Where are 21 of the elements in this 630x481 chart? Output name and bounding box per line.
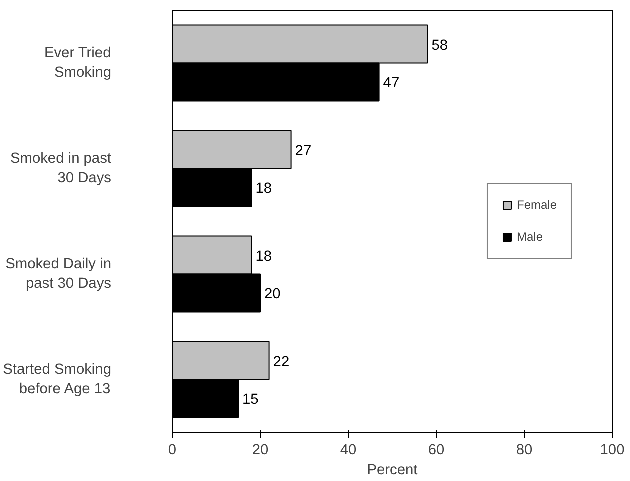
data-label: 58 <box>432 38 448 54</box>
data-label: 20 <box>264 286 281 303</box>
x-tick-label: 0 <box>168 442 177 458</box>
y-tick-label: Started Smoking before Age 13 <box>3 362 112 398</box>
x-tick-label: 80 <box>516 442 533 458</box>
data-label: 22 <box>273 354 290 370</box>
x-tick-label: 60 <box>428 442 445 458</box>
data-label: 15 <box>242 392 259 408</box>
y-tick-label: Smoked Daily in past 30 Days <box>6 256 112 292</box>
data-label: 27 <box>295 143 312 160</box>
x-tick-label: 20 <box>252 442 269 458</box>
legend-label: Male <box>516 230 543 244</box>
data-label: 18 <box>256 181 272 198</box>
y-tick-label: Smoked in past 30 Days <box>10 151 112 186</box>
data-label: 47 <box>383 76 400 92</box>
data-label: 18 <box>256 248 272 265</box>
legend-label: Female <box>516 198 557 212</box>
x-tick-label: 40 <box>340 442 357 458</box>
y-tick-label: Ever Tried Smoking <box>44 46 112 81</box>
x-tick-label: 100 <box>600 442 625 458</box>
x-axis-title: Percent <box>367 462 418 478</box>
